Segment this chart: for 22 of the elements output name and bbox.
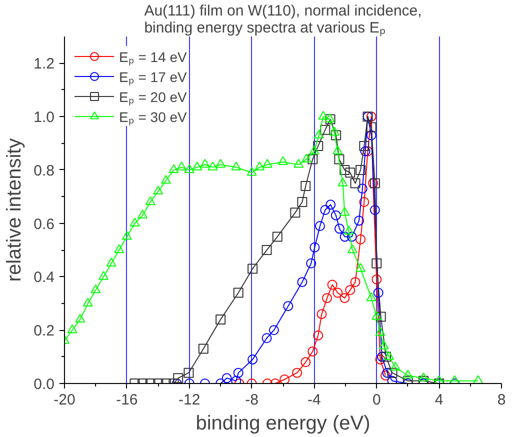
legend-label: Eₚ = 14 eV bbox=[119, 48, 187, 66]
legend-label: Eₚ = 30 eV bbox=[119, 108, 187, 126]
x-tick-label: -16 bbox=[116, 392, 138, 408]
y-tick-label: 1.2 bbox=[34, 56, 55, 73]
y-tick-label: 0.2 bbox=[34, 322, 55, 340]
chart-title: Au(111) film on W(110), normal incidence, binding energy spectra at various Eₚ bbox=[144, 2, 422, 36]
x-tick-label: -20 bbox=[54, 392, 76, 408]
x-tick-label: 4 bbox=[434, 392, 444, 408]
y-tick-label: 1.0 bbox=[34, 109, 55, 126]
y-tick-label: 0.0 bbox=[34, 376, 55, 393]
legend-label: Eₚ = 20 eV bbox=[119, 88, 187, 106]
x-axis-title: binding energy (eV) bbox=[196, 412, 370, 434]
x-tick-label: 8 bbox=[497, 392, 506, 408]
y-tick-label: 0.4 bbox=[34, 269, 55, 286]
x-tick-label: -12 bbox=[178, 392, 200, 408]
x-tick-label: 0 bbox=[372, 392, 381, 408]
x-tick-label: -4 bbox=[308, 392, 321, 408]
y-tick-label: 0.8 bbox=[34, 162, 55, 180]
x-tick-label: -8 bbox=[245, 392, 258, 408]
y-axis-title: relative intensity bbox=[4, 138, 26, 282]
y-tick-label: 0.6 bbox=[34, 216, 55, 233]
legend-label: Eₚ = 17 eV bbox=[119, 68, 187, 86]
